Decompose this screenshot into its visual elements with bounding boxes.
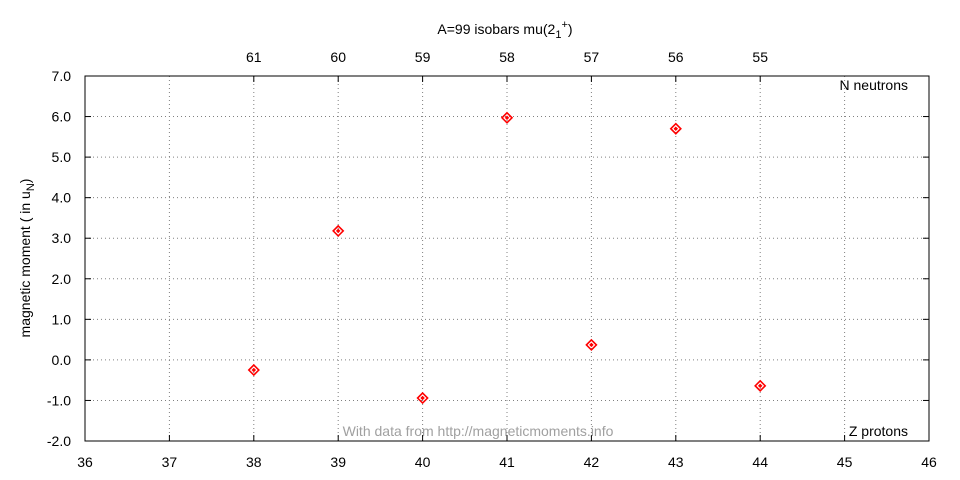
x-tick-label: 42 [584, 454, 600, 470]
x-tick-label: 44 [752, 454, 768, 470]
data-point [500, 111, 514, 124]
chart-title: A=99 isobars mu(21+) [437, 19, 572, 41]
top-tick-label: 61 [246, 49, 262, 65]
y-tick-label: 4.0 [52, 190, 72, 206]
top-tick-label: 56 [668, 49, 684, 65]
watermark: With data from http://magneticmoments.in… [343, 423, 614, 439]
top-tick-label: 60 [330, 49, 346, 65]
y-tick-label: -2.0 [47, 433, 71, 449]
y-tick-label: -1.0 [47, 392, 71, 408]
y-tick-label: 7.0 [52, 68, 72, 84]
grid-lines [85, 76, 929, 441]
y-tick-label: 0.0 [52, 352, 72, 368]
y-tick-label: 2.0 [52, 271, 72, 287]
data-point [332, 224, 345, 238]
data-point [416, 391, 429, 405]
y-tick-label: 5.0 [52, 149, 72, 165]
y-axis-label: magnetic moment ( in uN) [17, 179, 37, 338]
x-tick-label: 41 [499, 454, 515, 470]
top-tick-labels: 61 60 59 58 57 56 55 [246, 49, 768, 82]
x-tick-label: 36 [77, 454, 93, 470]
top-axis-label: N neutrons [840, 77, 908, 93]
data-point [754, 379, 767, 392]
y-tick-label: 6.0 [52, 109, 72, 125]
data-point [669, 122, 682, 135]
y-tick-label: 3.0 [52, 230, 72, 246]
data-point [585, 338, 598, 352]
y-tick-labels: -2.0 -1.0 0.0 1.0 2.0 3.0 4.0 5.0 6.0 7.0 [47, 68, 929, 449]
x-tick-label: 45 [837, 454, 853, 470]
top-tick-label: 59 [415, 49, 431, 65]
x-tick-label: 38 [246, 454, 262, 470]
x-tick-label: 46 [921, 454, 937, 470]
plot-frame [84, 75, 930, 442]
y-tick-label: 1.0 [52, 311, 72, 327]
x-tick-label: 39 [330, 454, 346, 470]
top-tick-label: 55 [752, 49, 768, 65]
x-tick-labels: 36 37 38 39 40 41 42 43 44 45 46 [77, 435, 937, 470]
data-points [247, 111, 767, 405]
x-tick-label: 43 [668, 454, 684, 470]
x-tick-label: 37 [162, 454, 178, 470]
x-axis-label: Z protons [849, 423, 908, 439]
top-tick-label: 58 [499, 49, 515, 65]
data-point [247, 363, 260, 377]
top-tick-label: 57 [584, 49, 600, 65]
x-tick-label: 40 [415, 454, 431, 470]
